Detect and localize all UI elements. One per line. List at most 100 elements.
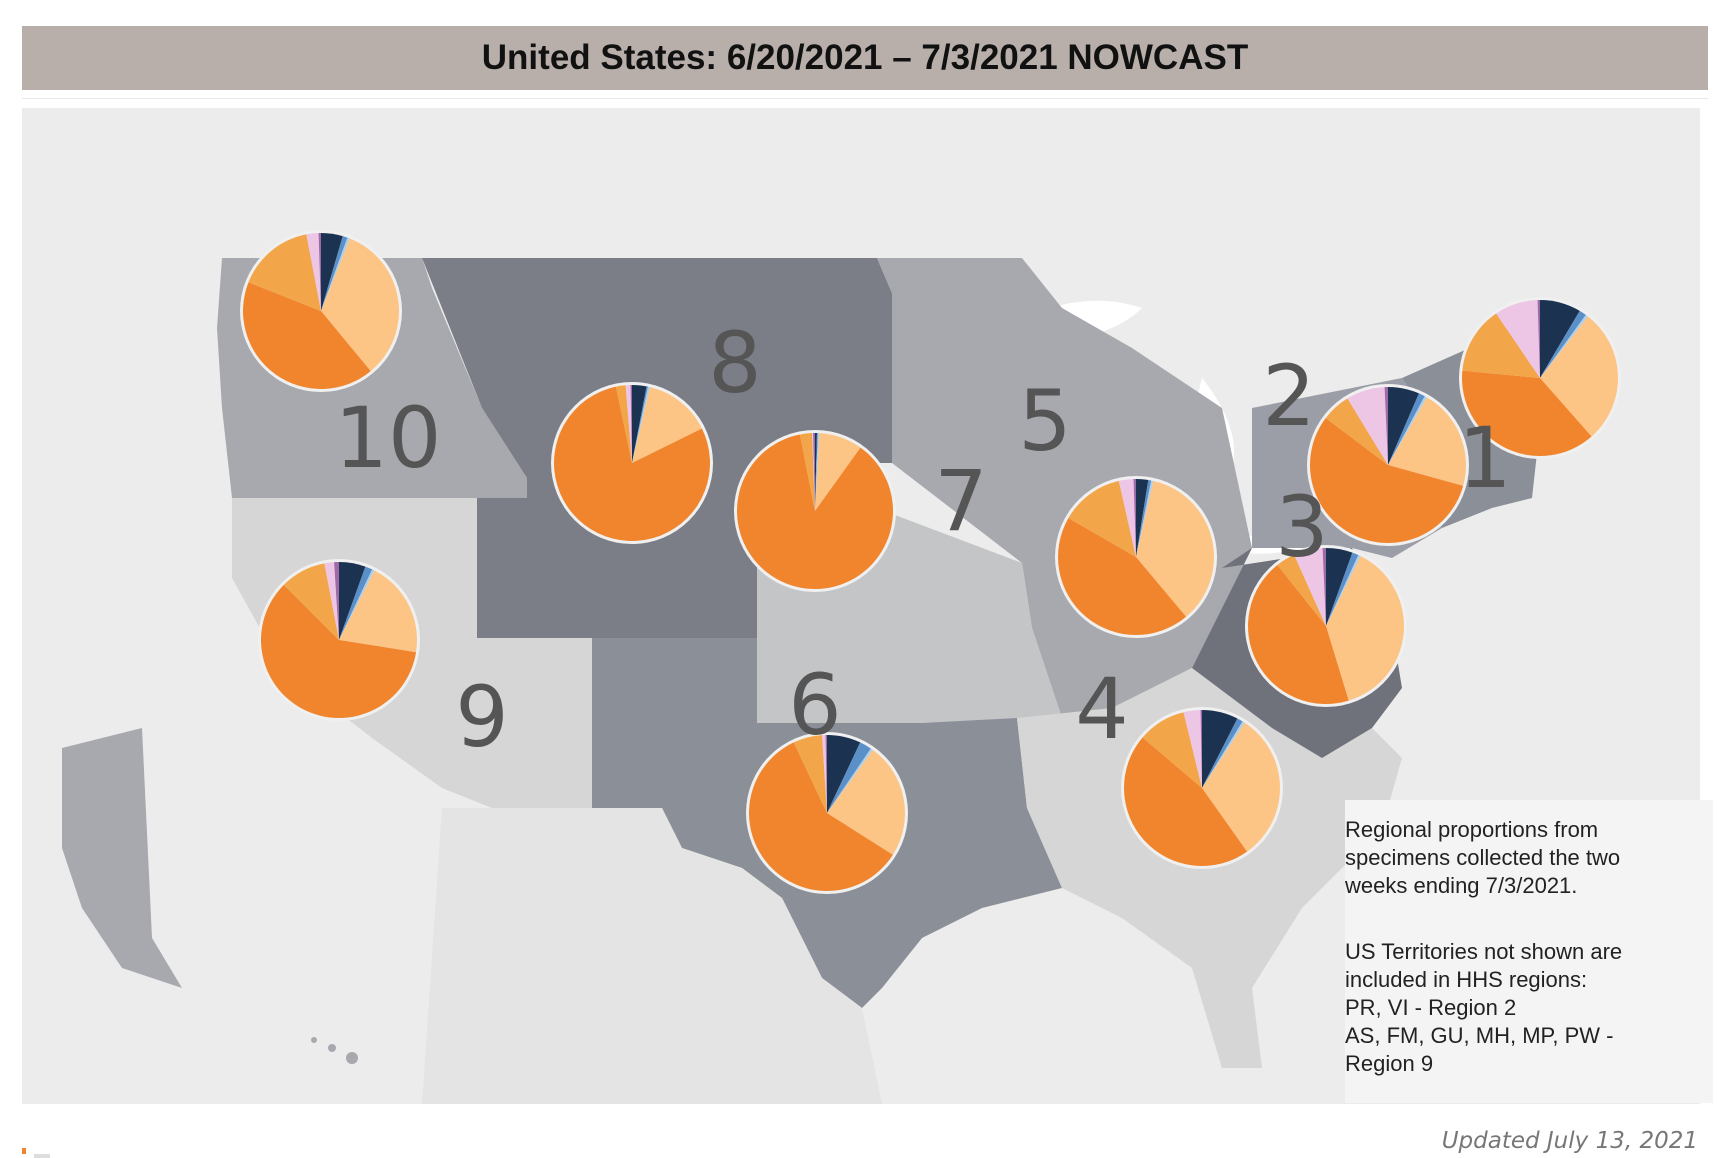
pie-slice[interactable] [632,386,649,463]
pie-slice[interactable] [1537,300,1540,378]
pie-slice[interactable] [260,584,417,718]
pie-slice[interactable] [1540,316,1618,437]
pie-slice[interactable] [339,569,375,640]
pie-slice[interactable] [1496,300,1540,378]
region-label-7: 7 [934,452,988,550]
pie-slice[interactable] [283,563,339,640]
pie-slice[interactable] [1388,397,1467,486]
pie-slice[interactable] [248,234,321,311]
pie-region-8[interactable] [551,382,713,544]
divider [22,98,1708,99]
pie-slice[interactable] [813,433,815,511]
pie-slice[interactable] [812,433,815,511]
pie-slice[interactable] [1388,393,1425,465]
pie-slice[interactable] [822,735,827,813]
pie-slice[interactable] [1136,479,1149,557]
pie-slice[interactable] [553,386,710,541]
pie-slice[interactable] [1326,552,1359,626]
pie-slice[interactable] [799,433,815,511]
pie-slice[interactable] [324,562,339,640]
pie-slice[interactable] [1142,712,1202,788]
pie-region-2[interactable] [1307,384,1469,546]
pie-region-8-7[interactable] [734,430,896,592]
pie-slice[interactable] [1388,387,1419,465]
pie-slice[interactable] [339,570,418,653]
pie-slice[interactable] [334,562,339,640]
pie-slice[interactable] [615,385,632,463]
pie-slice[interactable] [815,433,817,511]
pie-slice[interactable] [321,238,400,372]
pie-slice[interactable] [825,735,827,813]
pie-slice[interactable] [1326,555,1361,626]
pie-region-1[interactable] [1459,297,1621,459]
pie-slice[interactable] [1136,480,1154,557]
pie-slice[interactable] [1200,710,1202,788]
pie-slice[interactable] [1540,300,1580,378]
pie-slice[interactable] [1277,554,1326,626]
pie-slice[interactable] [306,233,321,311]
pie-region-10[interactable] [240,230,402,392]
pie-slice[interactable] [1118,479,1136,557]
pie-slice[interactable] [321,237,350,311]
pie-slice[interactable] [321,236,348,311]
pie-slice[interactable] [625,385,632,463]
pie-slice[interactable] [1462,370,1592,456]
updated-timestamp: Updated July 13, 2021 [1441,1128,1698,1154]
pie-slice[interactable] [827,735,861,813]
pie-slice[interactable] [1183,710,1202,788]
pie-slice[interactable] [1384,387,1388,465]
pie-slice[interactable] [1462,313,1540,378]
pie-slice[interactable] [1248,564,1349,704]
pie-slice[interactable] [827,749,905,855]
pie-slice[interactable] [632,386,650,463]
pie-slice[interactable] [1058,518,1187,636]
pie-slice[interactable] [815,433,861,511]
pie-slice[interactable] [1202,710,1238,788]
pie-slice[interactable] [1540,310,1586,378]
region-label-1: 1 [1458,409,1512,507]
pie-slice[interactable] [815,433,820,511]
pie-slice[interactable] [1322,548,1326,626]
note-paragraph-2: US Territories not shown are included in… [1345,939,1623,1076]
pie-slice[interactable] [1202,721,1245,788]
us-map[interactable]: 10 8 5 7 2 1 3 6 4 9 [22,108,1700,1104]
pie-slice[interactable] [1326,548,1353,626]
pie-slice[interactable] [1294,548,1326,626]
pie-slice[interactable] [339,566,373,640]
region-label-2: 2 [1262,347,1316,445]
pie-slice[interactable] [1310,417,1464,543]
pie-slice[interactable] [793,735,827,813]
pie-slice[interactable] [630,385,632,463]
pie-region-5[interactable] [1055,476,1217,638]
pie-slice[interactable] [1136,479,1152,557]
region-label-10: 10 [334,389,442,487]
pie-slice[interactable] [242,282,371,390]
pie-slice[interactable] [632,385,647,463]
pie-slice[interactable] [1133,479,1136,557]
pie-slice[interactable] [632,387,702,463]
pie-slice[interactable] [749,742,893,891]
pie-region-9[interactable] [258,559,420,721]
region-label-3: 3 [1275,478,1329,576]
pie-slice[interactable] [827,748,873,813]
pie-slice[interactable] [1202,722,1281,852]
pie-slice[interactable] [339,562,366,640]
pie-slice[interactable] [1326,556,1405,701]
pie-slice[interactable] [1136,480,1215,617]
pie-slice[interactable] [1124,737,1248,866]
pie-slice[interactable] [321,233,343,311]
pie-slice[interactable] [1325,398,1388,465]
region-label-6: 6 [788,656,842,754]
pie-region-4[interactable] [1121,707,1283,869]
pie-slice[interactable] [1347,387,1388,465]
pie-slice[interactable] [815,433,818,511]
pie-slice[interactable] [1202,718,1243,788]
pie-slice[interactable] [1388,396,1427,465]
pie-region-3[interactable] [1245,545,1407,707]
pie-slice[interactable] [1540,314,1588,378]
pie-region-6[interactable] [746,732,908,894]
pie-slice[interactable] [318,233,321,311]
pie-slice[interactable] [737,434,894,590]
pie-slice[interactable] [827,742,871,813]
pie-slice[interactable] [1068,480,1136,557]
